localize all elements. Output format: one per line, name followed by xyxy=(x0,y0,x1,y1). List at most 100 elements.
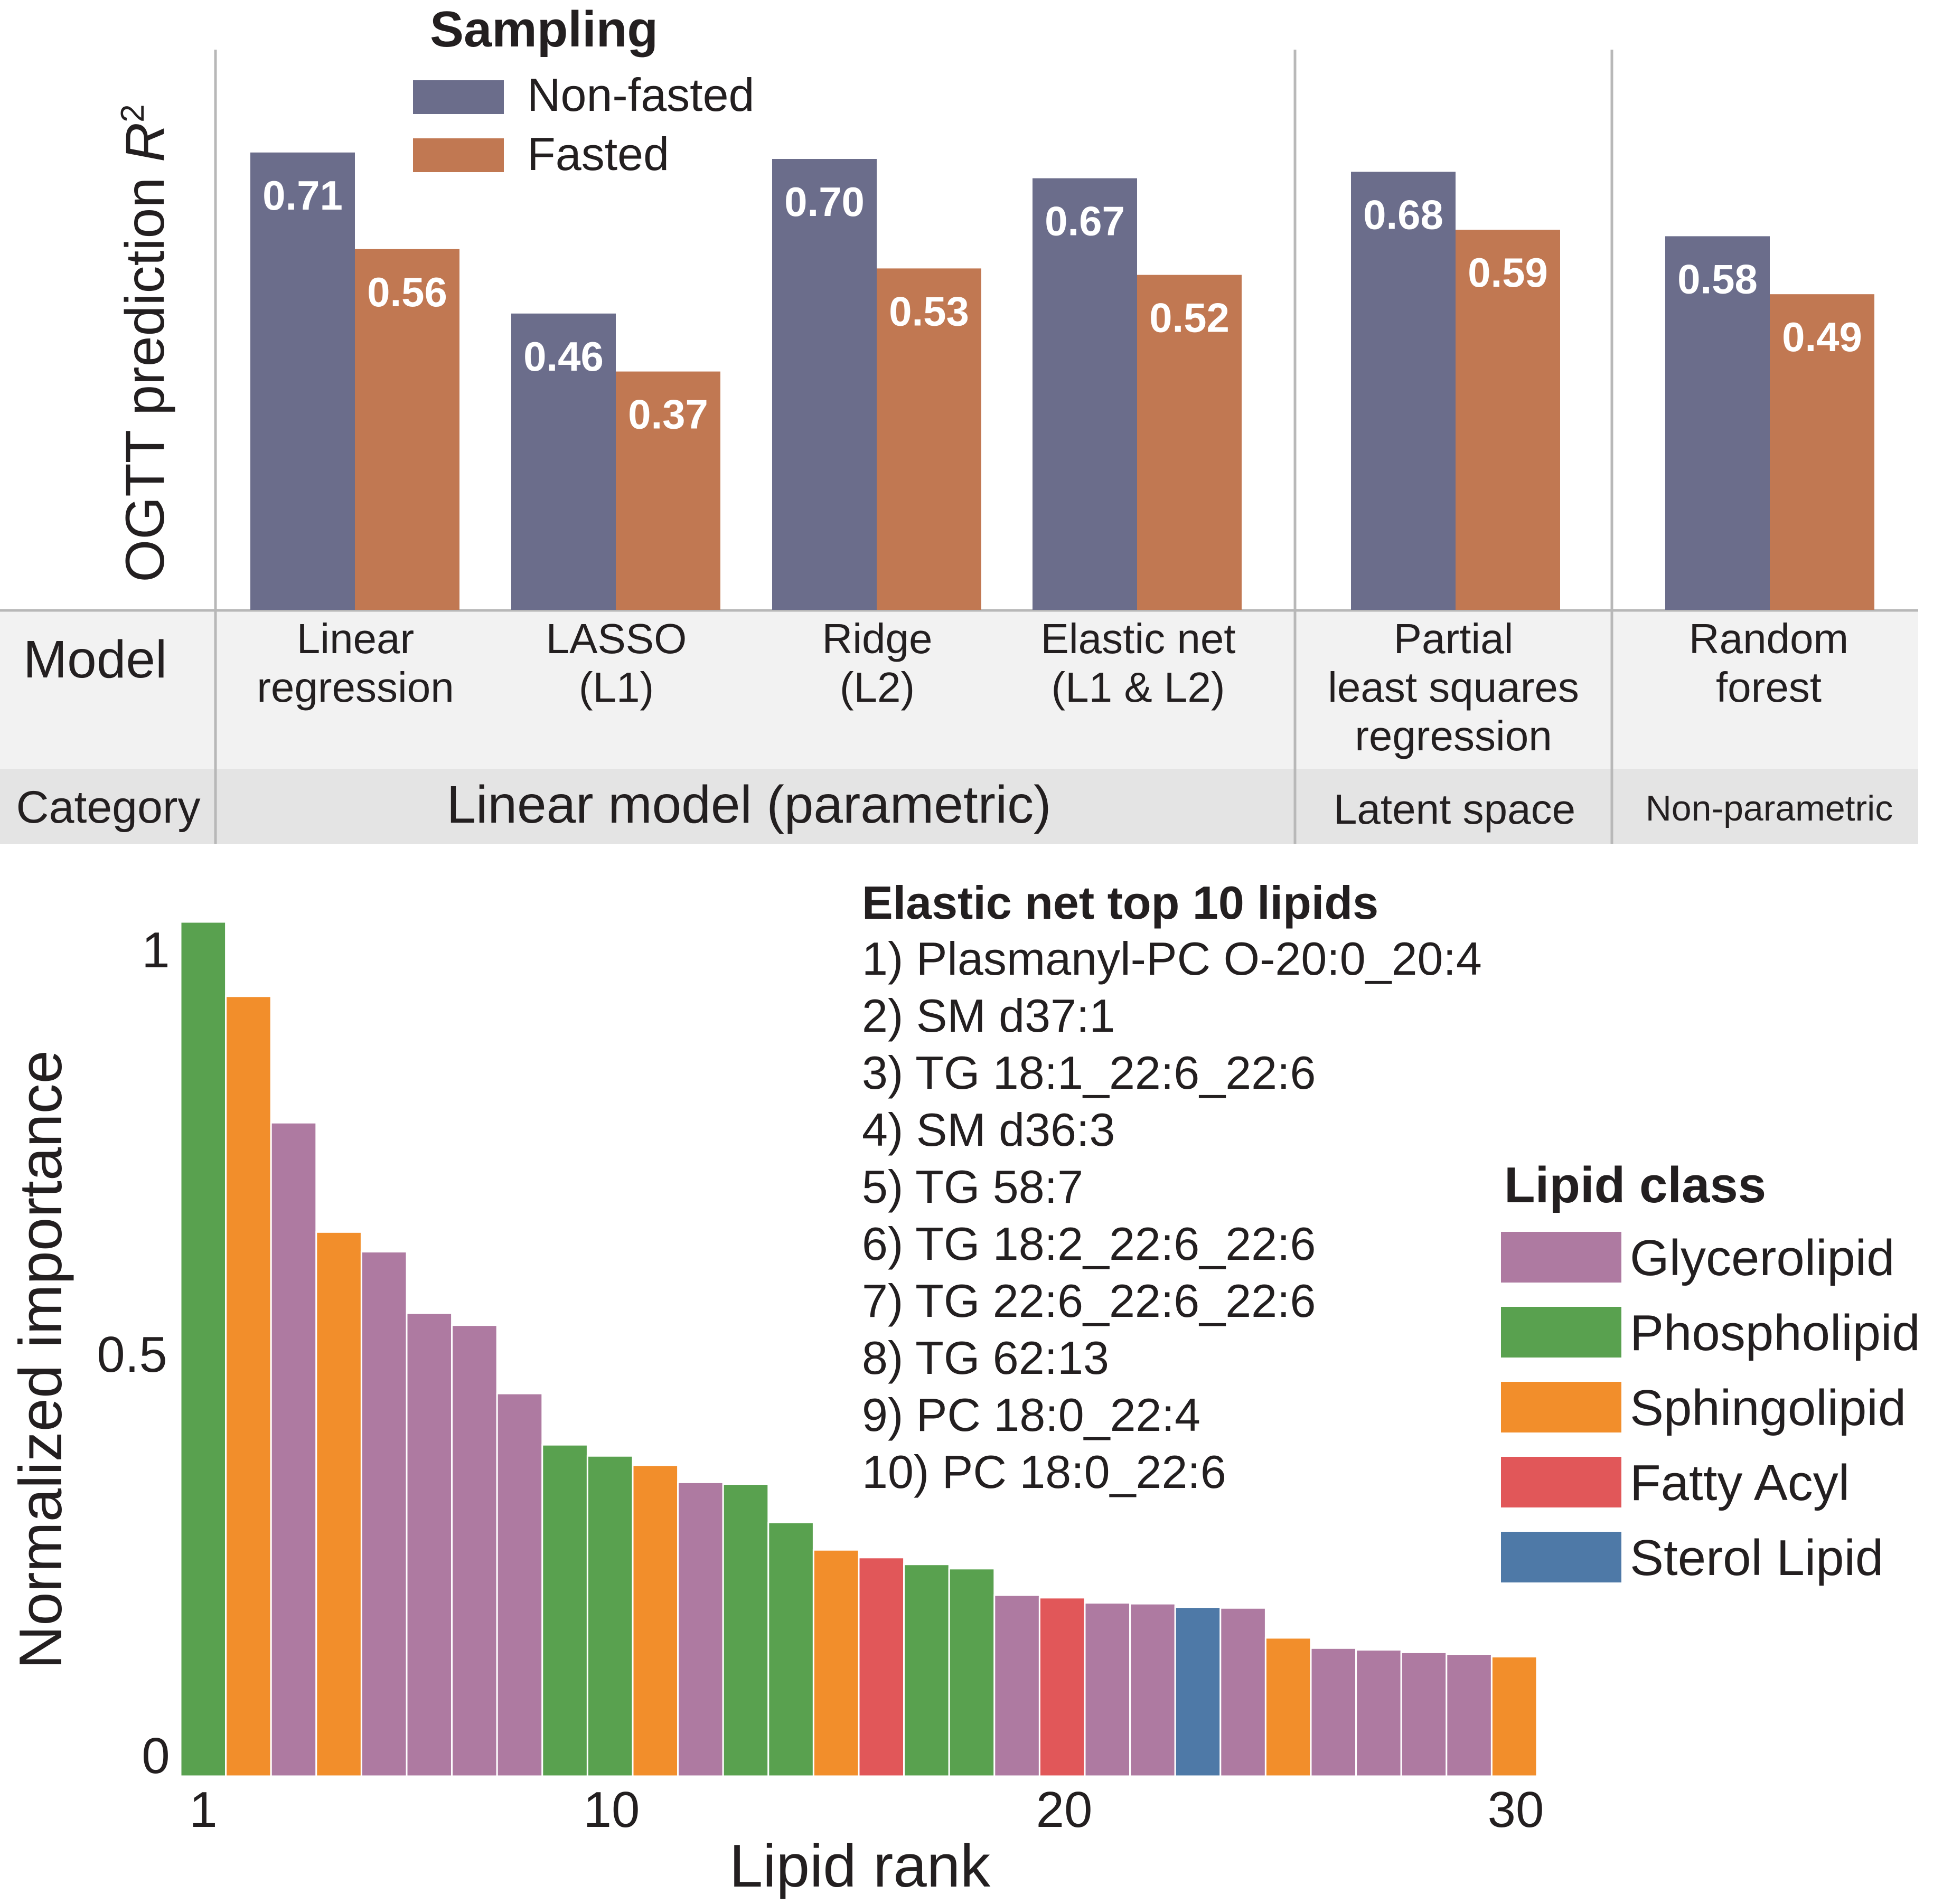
bar-label-fasted-5: 0.59 xyxy=(1468,249,1548,296)
bar-non-fasted-5 xyxy=(1351,172,1456,610)
bar-label-fasted-3: 0.53 xyxy=(889,288,969,334)
model-name-5-line-1: Partial xyxy=(1394,615,1514,662)
bar-fasted-2 xyxy=(616,371,720,610)
importance-bars xyxy=(180,921,1538,1777)
legend-swatch-glycerolipid xyxy=(1501,1232,1621,1283)
model-name-6-line-1: Random xyxy=(1689,615,1848,662)
top-lipid-9: 9) PC 18:0_22:4 xyxy=(862,1389,1200,1441)
importance-bar-1 xyxy=(180,921,227,1777)
bar-label-non-fasted-2: 0.46 xyxy=(523,333,604,380)
y-tick-0-5: 0.5 xyxy=(97,1326,167,1383)
legend-swatch-fasted xyxy=(413,138,504,172)
bar-non-fasted-4 xyxy=(1033,178,1137,610)
model-name-1-line-1: Linear xyxy=(297,615,414,662)
importance-bar-17 xyxy=(903,1563,950,1777)
bar-label-non-fasted-3: 0.70 xyxy=(784,178,865,225)
sampling-legend: Sampling Non-fasted Fasted xyxy=(413,1,754,180)
x-axis-label: Lipid rank xyxy=(729,1833,991,1900)
importance-bar-19 xyxy=(993,1594,1040,1777)
legend-label-glycerolipid: Glycerolipid xyxy=(1630,1230,1895,1286)
model-row-background xyxy=(0,610,1918,769)
legend-label-phospholipid: Phospholipid xyxy=(1630,1305,1920,1361)
r2-bars xyxy=(250,152,1874,610)
importance-bar-25 xyxy=(1264,1637,1312,1777)
category-row-background xyxy=(0,769,1918,844)
legend-swatch-phospholipid xyxy=(1501,1307,1621,1358)
legend-label-fasted: Fasted xyxy=(527,128,669,180)
lipid-class-legend: Lipid class Glycerolipid Phospholipid Sphi… xyxy=(1501,1157,1920,1586)
y-tick-1: 1 xyxy=(142,922,170,978)
model-name-6-line-2: forest xyxy=(1716,664,1822,711)
importance-bar-8 xyxy=(496,1392,543,1777)
model-name-4-line-1: Elastic net xyxy=(1040,615,1235,662)
importance-bar-6 xyxy=(406,1312,453,1777)
x-tick-1: 1 xyxy=(189,1782,217,1838)
importance-bar-5 xyxy=(360,1251,408,1777)
importance-bar-3 xyxy=(270,1121,317,1777)
bar-label-non-fasted-5: 0.68 xyxy=(1363,191,1443,238)
y-axis-label-importance: Normalized importance xyxy=(7,1050,74,1669)
bar-label-fasted-2: 0.37 xyxy=(628,391,708,438)
model-name-3-line-1: Ridge xyxy=(822,615,932,662)
top-lipid-10: 10) PC 18:0_22:6 xyxy=(862,1446,1226,1498)
importance-bar-15 xyxy=(812,1549,860,1777)
importance-bar-21 xyxy=(1084,1602,1131,1777)
lipid-class-legend-title: Lipid class xyxy=(1504,1157,1766,1213)
legend-label-sterol-lipid: Sterol Lipid xyxy=(1630,1530,1883,1586)
importance-bar-23 xyxy=(1174,1606,1222,1777)
legend-swatch-fatty-acyl xyxy=(1501,1457,1621,1507)
legend-label-sphingolipid: Sphingolipid xyxy=(1630,1380,1906,1436)
bar-label-fasted-1: 0.56 xyxy=(367,269,447,315)
bar-non-fasted-3 xyxy=(772,159,877,610)
bar-fasted-4 xyxy=(1137,275,1242,610)
legend-swatch-sphingolipid xyxy=(1501,1382,1621,1432)
legend-swatch-sterol-lipid xyxy=(1501,1532,1621,1582)
importance-bar-4 xyxy=(315,1231,362,1777)
top-lipid-1: 1) Plasmanyl-PC O-20:0_20:4 xyxy=(862,932,1482,985)
group-dividers xyxy=(0,50,1918,844)
y-tick-0: 0 xyxy=(142,1728,170,1784)
model-name-2-line-2: (L1) xyxy=(579,664,654,711)
bar-label-non-fasted-6: 0.58 xyxy=(1677,256,1758,302)
importance-bar-27 xyxy=(1355,1649,1402,1777)
importance-bar-28 xyxy=(1400,1651,1448,1777)
lipid-importance-chart: 1 0.5 0 1 10 20 30 Lipid rank Normalized… xyxy=(7,876,1920,1900)
bar-label-fasted-6: 0.49 xyxy=(1782,314,1862,360)
category-latent-space: Latent space xyxy=(1334,786,1575,833)
model-name-2-line-1: LASSO xyxy=(546,615,687,662)
model-name-3-line-2: (L2) xyxy=(840,664,915,711)
top-lipids-list: 1) Plasmanyl-PC O-20:0_20:42) SM d37:13)… xyxy=(862,932,1482,1498)
bar-non-fasted-6 xyxy=(1665,236,1770,610)
x-tick-30: 30 xyxy=(1488,1782,1544,1838)
table-header-model: Model xyxy=(23,630,167,689)
importance-bar-22 xyxy=(1129,1603,1176,1777)
importance-bar-29 xyxy=(1446,1653,1493,1777)
importance-bar-2 xyxy=(225,995,272,1777)
importance-bar-24 xyxy=(1219,1607,1266,1777)
r2-bar-labels: 0.71 0.56 0.46 0.37 0.70 0.53 0.67 0.52 0.68 0.59… xyxy=(262,172,1862,438)
y-axis-label: OGTT prediction R2 xyxy=(115,104,176,582)
importance-bar-9 xyxy=(541,1444,588,1777)
importance-bar-18 xyxy=(948,1568,996,1777)
x-tick-10: 10 xyxy=(584,1782,640,1838)
model-table-background xyxy=(0,610,1918,844)
table-header-category: Category xyxy=(16,782,201,833)
bar-label-non-fasted-1: 0.71 xyxy=(262,172,343,219)
category-non-parametric: Non-parametric xyxy=(1646,788,1893,828)
importance-bar-14 xyxy=(767,1521,814,1777)
model-names: LinearregressionLASSO(L1)Ridge(L2)Elasti… xyxy=(257,615,1848,759)
bar-non-fasted-2 xyxy=(511,313,616,610)
bar-fasted-6 xyxy=(1770,294,1874,610)
x-tick-20: 20 xyxy=(1036,1782,1093,1838)
importance-bar-20 xyxy=(1038,1597,1086,1777)
bar-non-fasted-1 xyxy=(250,152,355,610)
importance-bar-7 xyxy=(451,1324,498,1777)
model-comparison-chart: 0.71 0.56 0.46 0.37 0.70 0.53 0.67 0.52 0.68 0.59… xyxy=(0,1,1918,844)
importance-bar-30 xyxy=(1490,1655,1538,1777)
top-lipid-5: 5) TG 58:7 xyxy=(862,1161,1083,1213)
importance-bar-11 xyxy=(632,1464,679,1777)
bar-fasted-3 xyxy=(877,268,981,610)
top-lipid-8: 8) TG 62:13 xyxy=(862,1332,1109,1384)
top-lipids-annotation: Elastic net top 10 lipids 1) Plasmanyl-P… xyxy=(862,876,1482,1498)
top-lipids-title: Elastic net top 10 lipids xyxy=(862,876,1378,929)
